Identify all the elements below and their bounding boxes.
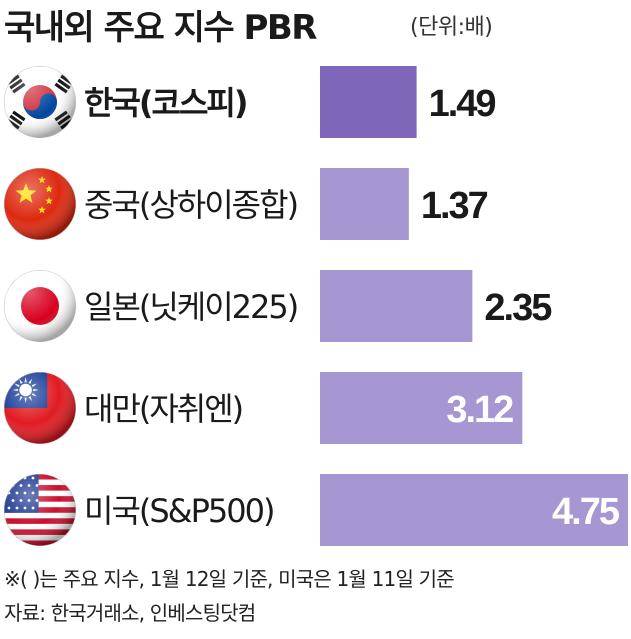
japan-flag-icon (4, 270, 76, 342)
category-label: 미국(S&P500) (84, 492, 274, 530)
chart-title: 국내외 주요 지수 PBR (4, 8, 318, 48)
source-note: 자료: 한국거래소, 인베스팅닷컴 (4, 601, 256, 625)
value-label: 1.37 (421, 185, 488, 227)
unit-label: (단위:배) (410, 15, 493, 40)
bar (320, 270, 473, 342)
category-label: 중국(상하이종합) (84, 186, 297, 224)
china-flag-icon (4, 168, 76, 240)
category-label: 일본(닛케이225) (84, 288, 297, 326)
category-label: 한국(코스피) (84, 84, 246, 122)
category-label: 대만(자취엔) (84, 390, 242, 428)
bar-chart: 한국(코스피) 1.49 중국(상하이종합) 1.37 일본(닛케이225) 2.35 대만… (4, 66, 628, 546)
value-label: 2.35 (484, 287, 552, 329)
bar (320, 66, 417, 138)
usa-flag-icon (4, 474, 76, 546)
value-label: 4.75 (552, 491, 620, 533)
footnote: ※( )는 주요 지수, 1월 12일 기준, 미국은 1월 11일 기준 (4, 567, 455, 591)
taiwan-flag-icon (4, 372, 76, 444)
bar (320, 474, 628, 546)
chart-header: 국내외 주요 지수 PBR (단위:배) (0, 6, 631, 50)
value-label: 3.12 (446, 389, 513, 431)
south-korea-flag-icon (4, 66, 76, 138)
bar (320, 168, 409, 240)
value-label: 1.49 (429, 83, 496, 125)
bar (320, 372, 523, 444)
